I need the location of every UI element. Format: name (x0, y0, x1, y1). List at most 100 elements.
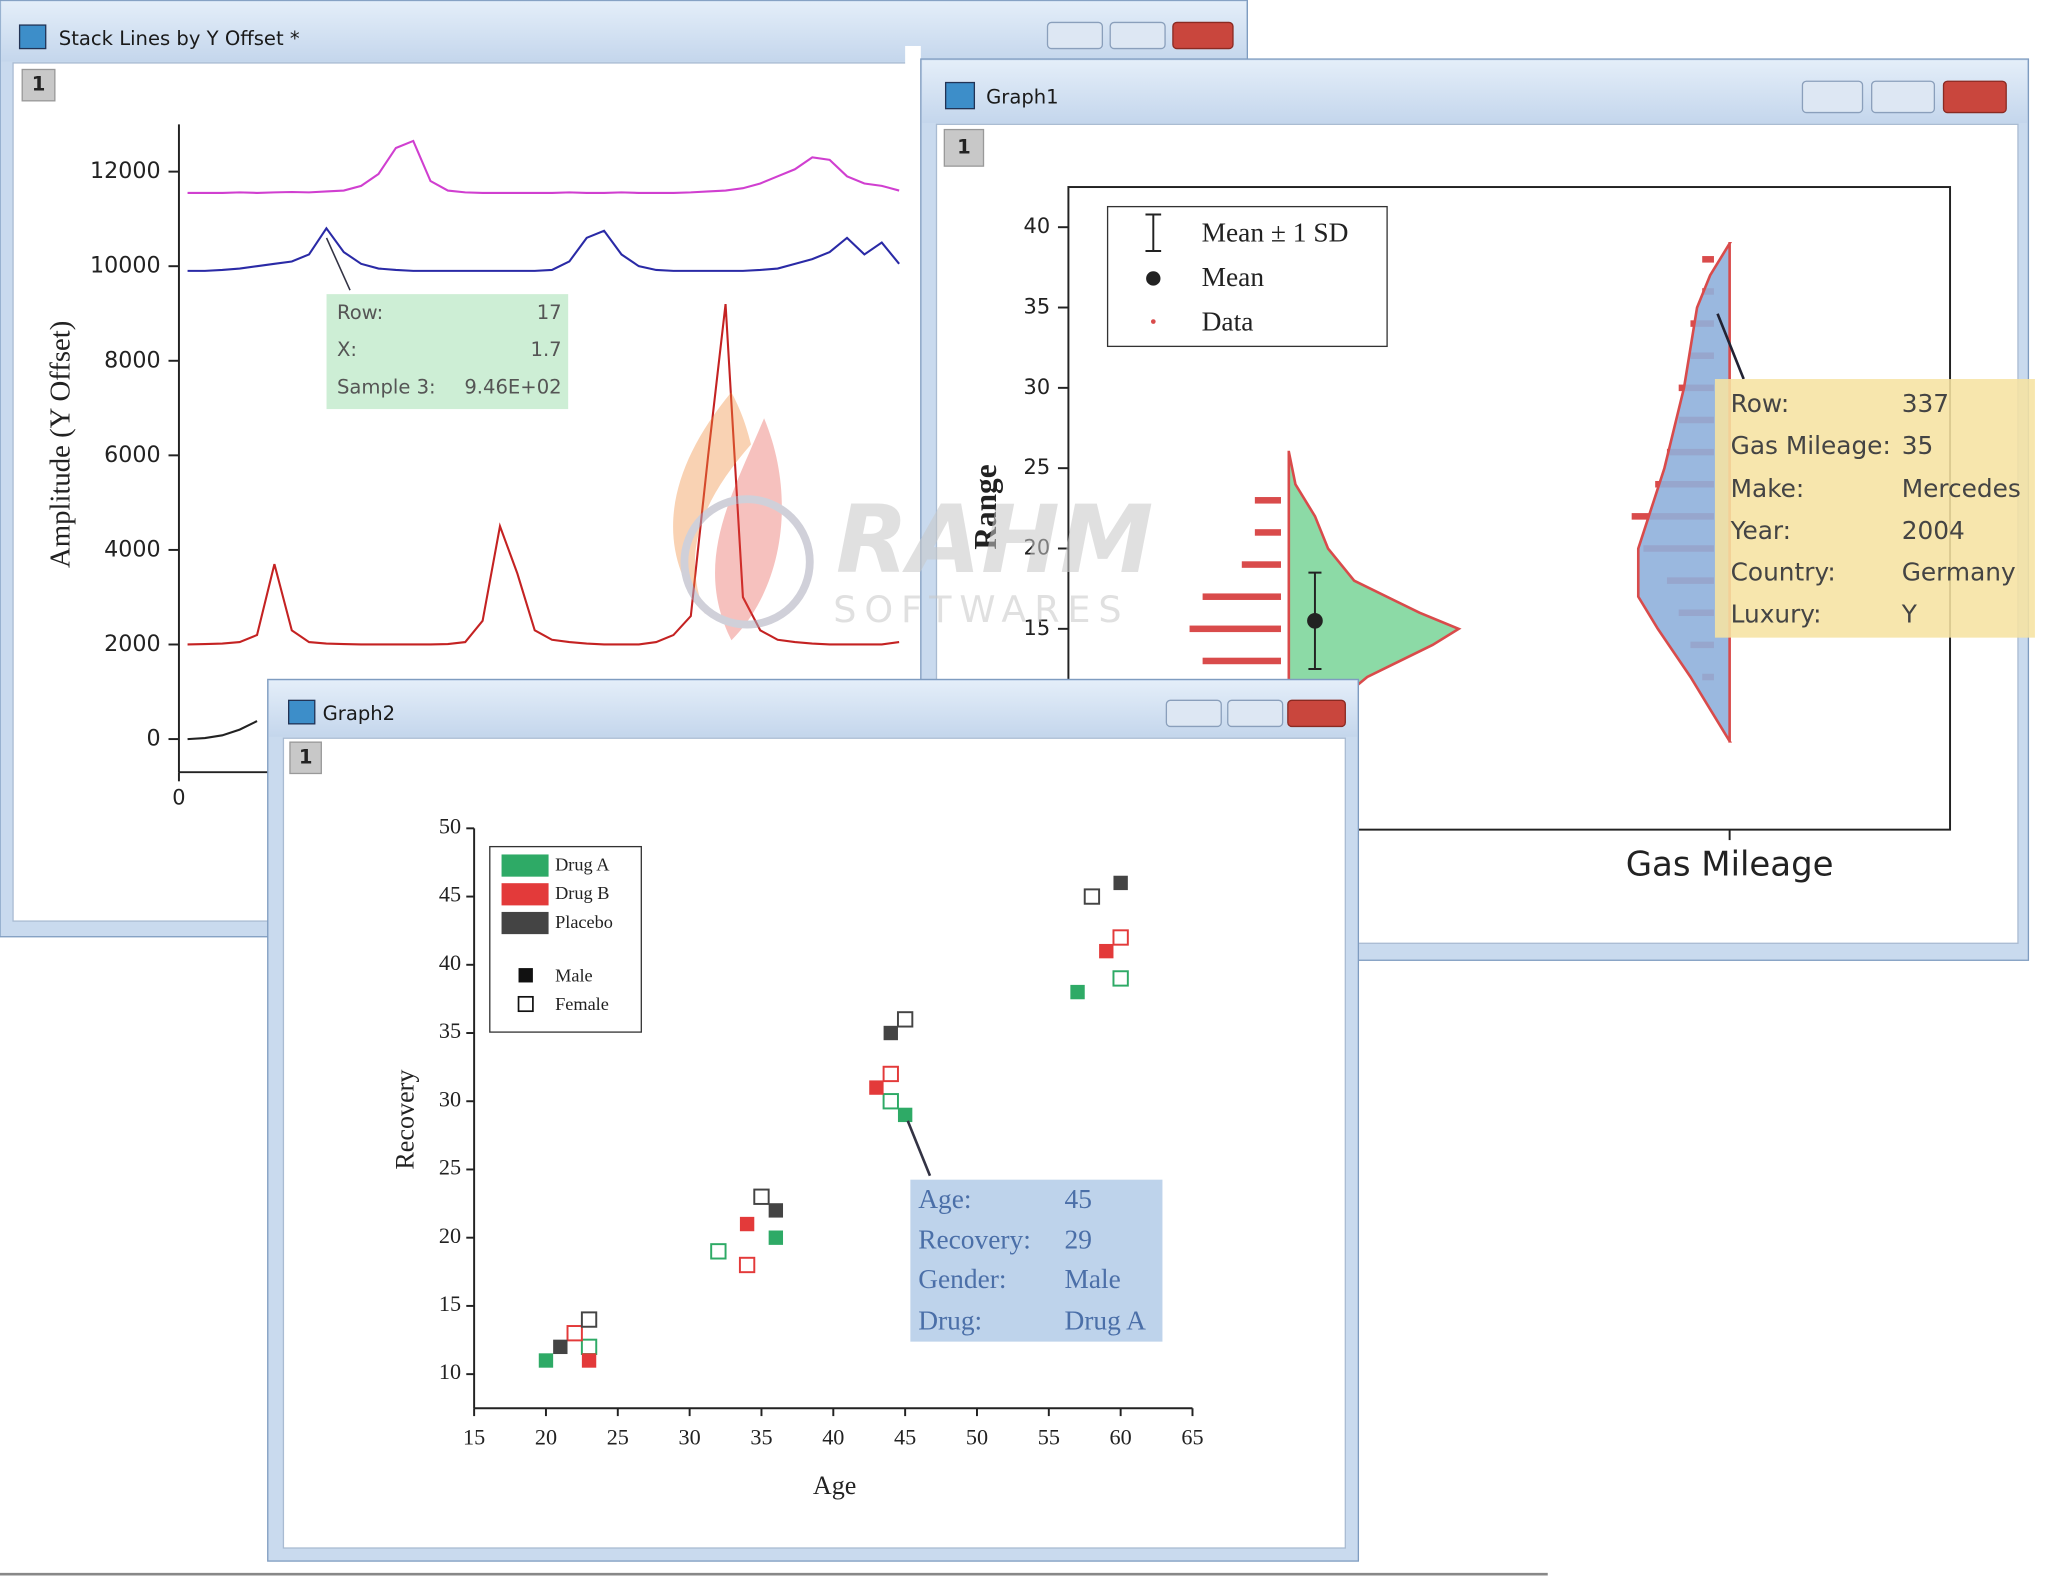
tooltip-key: X: (337, 338, 357, 361)
scatter-point (897, 1107, 913, 1123)
y-tick-label: 8000 (104, 347, 160, 373)
data-bar (1254, 529, 1281, 536)
y-tick-label: 10000 (90, 253, 161, 279)
plot: 15 20 25 30 35 40 Gas Mileage Row: 337 Gas Mileag… (1024, 186, 2035, 885)
y-axis-label: Range (968, 464, 1003, 549)
close-button[interactable] (1287, 699, 1346, 728)
scatter-point (1112, 929, 1129, 946)
minimize-button[interactable] (1801, 80, 1864, 114)
scatter-point (1099, 943, 1114, 959)
tooltip-key: Age: (918, 1184, 971, 1214)
y-tick-label: 25 (1024, 455, 1051, 479)
window-title: Graph2 (323, 702, 396, 725)
y-tick-label: 20 (1024, 535, 1051, 559)
data-bar (1189, 625, 1281, 633)
window-title: Graph1 (986, 86, 1059, 109)
legend: Mean ± 1 SD Mean Data (1106, 205, 1388, 348)
legend-swatch (501, 911, 549, 935)
data-bar (1202, 593, 1281, 600)
tooltip-box (1714, 379, 2035, 638)
scatter-point (581, 1353, 597, 1368)
window-icon (287, 699, 316, 725)
line-series (187, 226, 900, 272)
y-tick-label: 25 (439, 1155, 461, 1180)
minimize-button[interactable] (1046, 21, 1104, 50)
y-tick-label: 35 (1024, 295, 1051, 319)
scatter-point (1083, 888, 1101, 905)
tooltip-pointer (906, 1120, 932, 1177)
tooltip-value: Male (1064, 1264, 1120, 1294)
tooltip-value: Drug A (1064, 1306, 1146, 1336)
close-button[interactable] (1172, 21, 1234, 50)
y-tick-label: 35 (439, 1018, 461, 1043)
x-tick-label: 30 (679, 1425, 701, 1450)
layer-tab[interactable] (21, 68, 56, 102)
scatter-point (1112, 970, 1129, 987)
legend-symbol (517, 995, 534, 1013)
y-tick-label: 6000 (104, 442, 160, 468)
scatter-point (738, 1256, 756, 1274)
tooltip-value: 17 (537, 301, 562, 324)
line-series (187, 720, 258, 741)
legend-label: Mean (1202, 262, 1265, 292)
plot: 10 15 20 25 30 35 40 45 50 15 20 25 30 35 40 45 50 55 60 65… (439, 813, 1204, 1449)
tooltip-box (326, 294, 569, 410)
close-button[interactable] (1942, 80, 2007, 114)
layer-tab-label: 1 (957, 135, 971, 158)
graph-page (282, 737, 1346, 1549)
scatter-point (768, 1230, 784, 1245)
tooltip-key: Row: (337, 301, 383, 324)
x-tick-label: 20 (535, 1425, 557, 1450)
x-axis-label: Age (813, 1471, 857, 1500)
watermark-logo (715, 418, 782, 641)
scatter-point (896, 1011, 914, 1028)
y-axis-label: Recovery (391, 1070, 420, 1170)
y-tick-label: 30 (1024, 375, 1051, 399)
scatter-point (753, 1188, 770, 1205)
window-icon (944, 81, 976, 110)
tooltip-value: 45 (1064, 1184, 1091, 1214)
minimize-button[interactable] (1165, 699, 1222, 728)
scatter-point (869, 1080, 884, 1095)
x-tick-label: 25 (607, 1425, 629, 1450)
layer-tab[interactable] (289, 741, 322, 775)
scatter-point (882, 1065, 899, 1083)
y-tick-label: 40 (439, 950, 461, 975)
mean-point (1307, 612, 1323, 629)
legend-box (489, 845, 642, 1033)
tooltip-key: Year: (1730, 516, 1791, 545)
tooltip-value: 2004 (1902, 516, 1965, 545)
tooltip-value: 337 (1902, 389, 1949, 418)
tooltip-key: Luxury: (1731, 599, 1822, 628)
y-tick-label: 45 (439, 882, 461, 907)
scatter-point (768, 1203, 784, 1218)
scatter-point (580, 1338, 598, 1356)
y-tick-label: 4000 (104, 536, 160, 562)
y-tick-label: 50 (439, 813, 461, 838)
maximize-button[interactable] (1871, 80, 1936, 114)
maximize-button[interactable] (1109, 21, 1166, 50)
legend-label: Drug B (555, 883, 609, 903)
watermark-logo (680, 495, 814, 629)
legend-symbol (1145, 213, 1162, 253)
y-tick-label: 15 (1024, 616, 1051, 640)
scatter-point (710, 1243, 727, 1260)
watermark-logo (673, 392, 752, 615)
legend-label: Male (555, 965, 593, 985)
x-tick-label: 45 (894, 1425, 916, 1450)
legend-label: Drug A (555, 854, 610, 874)
x-tick-label: 15 (463, 1425, 485, 1450)
tooltip-value: 29 (1064, 1225, 1091, 1255)
tooltip-value: Germany (1902, 558, 2016, 587)
tooltip-key: Recovery: (918, 1225, 1031, 1255)
data-bar (1702, 256, 1714, 263)
tooltip-key: Gender: (918, 1264, 1006, 1294)
y-tick-label: 12000 (90, 158, 161, 184)
layer-tab[interactable] (943, 128, 985, 167)
data-bar (1254, 497, 1281, 504)
y-tick-label: 15 (439, 1291, 461, 1316)
x-tick-label: 65 (1181, 1425, 1203, 1450)
tooltip-pointer (1716, 313, 1745, 380)
maximize-button[interactable] (1227, 699, 1284, 728)
